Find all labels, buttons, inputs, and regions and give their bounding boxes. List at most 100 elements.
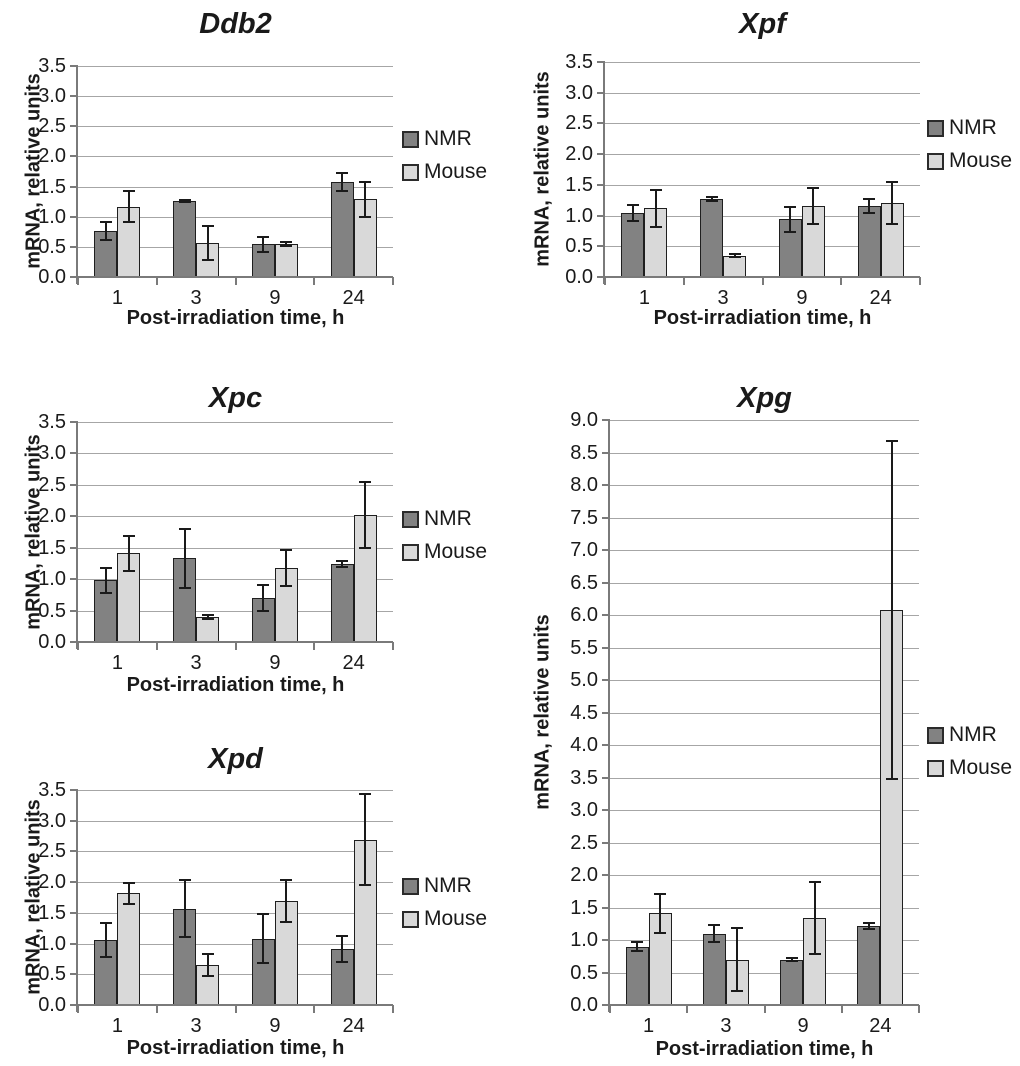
gridline <box>78 882 393 884</box>
x-tick <box>234 277 237 285</box>
nmr-legend-swatch-icon <box>402 510 419 528</box>
x-tick <box>840 277 843 285</box>
bar-nmr-3h <box>700 199 724 277</box>
x-tick <box>840 1005 843 1013</box>
y-tick <box>602 646 610 649</box>
error-cap-top-mouse-1h <box>122 190 135 193</box>
y-tick-label: 2.0 <box>565 143 593 166</box>
legend: NMR Mouse <box>927 724 1012 779</box>
y-tick-label: 3.5 <box>565 51 593 73</box>
y-tick <box>597 276 605 278</box>
y-tick-label: 0.5 <box>38 963 66 986</box>
bar-nmr-1h <box>621 212 645 277</box>
gridline <box>605 92 920 94</box>
y-tick <box>602 419 610 421</box>
gridline <box>610 907 919 909</box>
y-tick <box>602 971 610 974</box>
y-tick <box>70 942 78 945</box>
legend-label-nmr: NMR <box>424 874 472 897</box>
x-category-label: 3 <box>720 1015 732 1037</box>
error-cap-top-nmr-3h <box>178 527 191 530</box>
legend-item-mouse: Mouse <box>402 541 487 563</box>
x-axis-title: Post-irradiation time, h <box>126 674 345 696</box>
error-cap-top-mouse-3h <box>728 252 741 255</box>
error-cap-top-mouse-3h <box>201 614 214 616</box>
x-category-label: 24 <box>342 287 365 309</box>
y-tick <box>70 881 78 884</box>
x-tick <box>392 277 394 285</box>
y-tick-label: 1.0 <box>565 204 593 227</box>
y-tick-label: 8.0 <box>570 474 598 496</box>
error-cap-bottom-mouse-24h <box>359 546 372 549</box>
error-cap-bottom-mouse-9h <box>807 222 820 225</box>
x-category-label: 9 <box>269 287 281 309</box>
gridline <box>78 126 393 128</box>
error-cap-bottom-mouse-1h <box>649 225 662 228</box>
y-tick <box>602 614 610 616</box>
error-cap-bottom-nmr-9h <box>257 250 270 253</box>
error-bar-nmr-9h <box>790 958 793 961</box>
x-tick <box>155 277 158 285</box>
legend-item-nmr: NMR <box>402 508 487 530</box>
legend: NMR Mouse <box>402 508 487 563</box>
error-cap-bottom-nmr-3h <box>708 941 721 943</box>
error-cap-bottom-nmr-1h <box>626 219 639 222</box>
y-tick <box>70 515 78 518</box>
legend-item-nmr: NMR <box>927 724 1012 746</box>
error-cap-bottom-nmr-24h <box>336 566 349 569</box>
x-category-label: 1 <box>111 652 123 674</box>
x-category-label: 1 <box>111 287 123 309</box>
gridline <box>78 96 393 98</box>
bar-mouse-1h <box>117 893 141 1005</box>
error-cap-top-nmr-3h <box>178 198 191 201</box>
bar-nmr-3h <box>173 201 197 277</box>
error-bar-nmr-9h <box>262 237 265 252</box>
y-tick-label: 3.0 <box>570 799 598 821</box>
y-tick <box>70 911 78 914</box>
x-axis-line <box>603 276 920 278</box>
y-tick <box>70 245 78 248</box>
y-tick-label: 2.5 <box>38 473 66 496</box>
error-cap-bottom-nmr-24h <box>336 961 349 963</box>
gridline <box>605 246 920 248</box>
error-cap-bottom-mouse-9h <box>280 921 293 924</box>
bar-nmr-24h <box>330 564 354 642</box>
gridline <box>610 420 919 421</box>
gridline <box>78 820 393 822</box>
x-tick <box>763 1005 766 1013</box>
legend-label-nmr: NMR <box>424 507 472 530</box>
y-tick-label: 2.5 <box>570 831 598 854</box>
x-tick <box>919 277 921 285</box>
x-tick <box>313 277 316 285</box>
gridline <box>610 452 919 454</box>
x-axis-title: Post-irradiation time, h <box>126 1037 345 1059</box>
gridline <box>610 875 919 876</box>
error-cap-bottom-nmr-9h <box>257 609 270 612</box>
y-tick-label: 5.0 <box>570 669 598 691</box>
error-cap-bottom-nmr-9h <box>257 962 270 965</box>
error-cap-top-nmr-1h <box>626 203 639 206</box>
y-tick-label: 2.5 <box>565 112 593 135</box>
error-cap-top-mouse-24h <box>885 439 898 442</box>
y-tick <box>597 245 605 248</box>
x-tick <box>77 277 79 285</box>
error-cap-top-mouse-24h <box>359 793 372 796</box>
error-cap-top-nmr-9h <box>257 913 270 916</box>
y-tick-label: 3.0 <box>565 81 593 104</box>
y-tick <box>70 819 78 822</box>
y-tick-label: 2.5 <box>38 840 66 863</box>
x-tick <box>77 1005 79 1013</box>
y-tick-label: 7.5 <box>570 506 598 529</box>
y-tick <box>597 183 605 186</box>
error-bar-nmr-3h <box>183 879 186 938</box>
x-tick <box>761 277 764 285</box>
gridline <box>610 842 919 844</box>
gridline <box>78 912 393 914</box>
error-cap-top-nmr-24h <box>863 198 876 200</box>
error-cap-top-nmr-1h <box>631 941 644 943</box>
error-cap-top-mouse-9h <box>280 241 293 243</box>
y-tick-label: 0.5 <box>565 235 593 258</box>
mouse-legend-swatch-icon <box>402 163 419 181</box>
gridline <box>605 123 920 125</box>
bar-nmr-24h <box>330 182 354 277</box>
